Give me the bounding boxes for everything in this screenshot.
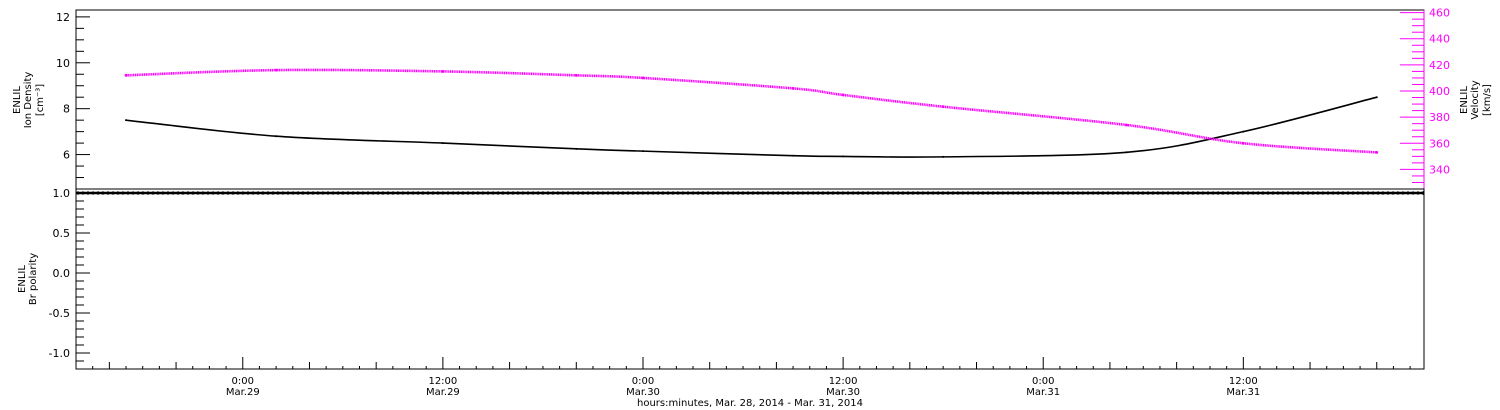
time-tick-hour: 0:00: [232, 376, 254, 387]
velocity-point: [791, 86, 795, 90]
velocity-point: [1125, 123, 1129, 127]
top-left-axis: 6 8 10 12: [56, 11, 90, 179]
time-tick-date: Mar.31: [1026, 387, 1060, 398]
velocity-label-line1: ENLIL: [1459, 86, 1470, 114]
time-tick-hour: 12:00: [1229, 376, 1258, 387]
velocity-point: [1241, 141, 1245, 145]
velocity-point: [124, 73, 128, 77]
velocity-tick-label: 440: [1429, 33, 1450, 46]
density-tick-label: 12: [56, 11, 70, 24]
velocity-tick-label: 460: [1429, 7, 1450, 20]
velocity-point: [574, 73, 578, 77]
top-series-group: [124, 68, 1379, 158]
velocity-axis-title: ENLIL Velocity [km/s]: [1459, 80, 1493, 119]
polarity-tick-label: 1.0: [53, 187, 71, 200]
time-tick-date: Mar.30: [826, 387, 860, 398]
top-plot-frame: [75, 9, 1425, 190]
ion-density-point: [792, 154, 795, 157]
time-tick-date: Mar.31: [1226, 387, 1260, 398]
velocity-label-line3: [km/s]: [1482, 84, 1493, 116]
velocity-tick-label: 360: [1429, 137, 1450, 150]
velocity-tick-label: 340: [1429, 163, 1450, 176]
ion-density-point: [275, 135, 278, 138]
bottom-plot-frame: [75, 188, 1425, 370]
ion-density-point: [1242, 130, 1245, 133]
time-axis: 0:00Mar.2912:00Mar.290:00Mar.3012:00Mar.…: [92, 357, 1411, 398]
ion-density-point: [441, 142, 444, 145]
velocity-point: [841, 93, 845, 97]
density-tick-label: 10: [56, 57, 70, 70]
velocity-tick-label: 420: [1429, 59, 1450, 72]
velocity-label-line2: Velocity: [1470, 80, 1481, 119]
density-tick-label: 6: [63, 149, 70, 162]
top-right-axis: 340 360 380 400 420 440 460: [1400, 7, 1450, 189]
ion-density-line: [125, 96, 1377, 158]
velocity-point: [641, 76, 645, 80]
density-tick-label: 8: [63, 103, 70, 116]
polarity-tick-label: 0.0: [53, 267, 71, 280]
polarity-tick-label: 0.5: [53, 227, 71, 240]
polarity-label-line1: ENLIL: [17, 265, 28, 293]
density-label-line1: ENLIL: [12, 86, 23, 114]
ion-density-point: [1125, 151, 1128, 154]
density-label-line2: Ion Density: [23, 72, 34, 129]
polarity-axis-title: ENLIL Br polarity: [17, 253, 39, 305]
density-axis-title: ENLIL Ion Density [cm⁻³]: [12, 72, 46, 129]
velocity-point: [941, 105, 945, 109]
time-tick-hour: 0:00: [632, 376, 654, 387]
ion-density-point: [1375, 96, 1378, 99]
time-tick-hour: 12:00: [829, 376, 858, 387]
velocity-point: [441, 70, 445, 73]
time-tick-date: Mar.29: [226, 387, 260, 398]
ion-density-point: [842, 155, 845, 158]
bottom-panel: -1.0-0.50.00.51.0 0:00Mar.2912:00Mar.290…: [17, 187, 1425, 398]
density-label-line3: [cm⁻³]: [35, 84, 46, 116]
ion-density-point: [575, 147, 578, 150]
polarity-tick-label: -0.5: [49, 307, 70, 320]
bottom-series-group: [76, 191, 1424, 195]
ion-density-point: [942, 155, 945, 158]
velocity-tick-label: 400: [1429, 85, 1450, 98]
ion-density-point: [641, 150, 644, 153]
polarity-tick-label: -1.0: [49, 347, 70, 360]
x-axis-title: hours:minutes, Mar. 28, 2014 - Mar. 31, …: [637, 398, 863, 409]
time-tick-date: Mar.29: [426, 387, 460, 398]
time-tick-hour: 12:00: [428, 376, 457, 387]
time-tick-date: Mar.30: [626, 387, 660, 398]
polarity-label-line2: Br polarity: [28, 253, 39, 305]
velocity-point: [274, 68, 278, 72]
velocity-point: [1375, 151, 1379, 154]
velocity-tick-label: 380: [1429, 111, 1450, 124]
top-panel: 6 8 10 12 340 360 380 400 420 440 460 ENLIL Ion D…: [12, 7, 1493, 190]
ion-density-point: [125, 119, 128, 122]
velocity-line: [125, 68, 1377, 154]
time-tick-hour: 0:00: [1032, 376, 1054, 387]
polarity-axis: -1.0 -0.5 0.0 0.5 1.0: [49, 187, 90, 370]
